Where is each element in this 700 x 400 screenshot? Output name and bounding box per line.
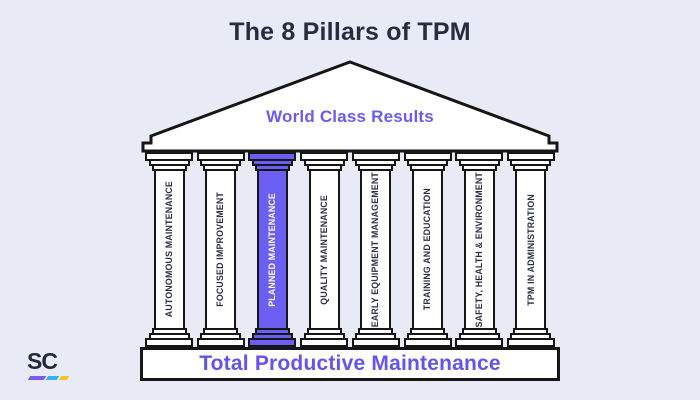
pillar-label: FOCUSED IMPROVEMENT [215,192,226,307]
pillar-shaft: PLANNED MAINTENANCE [256,169,288,330]
pillar-base [403,338,452,347]
logo-stripe-blue [45,376,60,380]
pillar-base [248,338,297,347]
pillar-base [506,338,555,347]
brand-logo-text: SC [27,348,58,374]
pillar-planned-maintenance: PLANNED MAINTENANCE [248,152,297,347]
pillar-focused-improvement: FOCUSED IMPROVEMENT [196,152,245,347]
pillar-base [351,338,400,347]
pillar-early-equipment-management: EARLY EQUIPMENT MANAGEMENT [351,152,400,347]
pillar-label: AUTONOMOUS MAINTENANCE [163,181,174,318]
pillar-base [455,338,504,347]
pillar-base [145,338,193,347]
pillar-safety-health-environment: SAFETY, HEALTH & ENVIRONMENT [455,152,504,347]
pillar-shaft: QUALITY MAINTENANCE [308,169,340,330]
pillar-shaft: TRAINING AND EDUCATION [412,169,444,330]
brand-logo-underline [27,376,74,380]
pillar-label: EARLY EQUIPMENT MANAGEMENT [370,171,381,328]
pillar-base [196,338,245,347]
brand-logo: SC [27,350,73,380]
pillar-shaft: EARLY EQUIPMENT MANAGEMENT [360,169,392,330]
pillar-shaft: AUTONOMOUS MAINTENANCE [153,169,185,330]
pillar-label: SAFETY, HEALTH & ENVIRONMENT [473,171,484,328]
pillars-row: AUTONOMOUS MAINTENANCE FOCUSED IMPROVEME… [145,152,555,347]
page-title: The 8 Pillars of TPM [229,18,471,46]
pillar-label: TRAINING AND EDUCATION [422,188,433,311]
pillar-training-and-education: TRAINING AND EDUCATION [403,152,452,347]
pillar-label: PLANNED MAINTENANCE [267,192,277,307]
pediment-label: World Class Results [266,107,434,126]
pediment-shape [141,60,559,153]
pillar-shaft: SAFETY, HEALTH & ENVIRONMENT [463,169,495,330]
pillar-shaft: FOCUSED IMPROVEMENT [205,169,237,330]
pillar-label: TPM IN ADMINISTRATION [525,193,536,306]
pillar-quality-maintenance: QUALITY MAINTENANCE [300,152,349,347]
foundation-slab: Total Productive Maintenance [140,347,560,381]
logo-stripe-purple [27,376,47,380]
foundation-label: Total Productive Maintenance [199,352,501,375]
pillar-autonomous-maintenance: AUTONOMOUS MAINTENANCE [145,152,193,347]
pillar-label: QUALITY MAINTENANCE [318,194,329,305]
pillar-shaft: TPM IN ADMINISTRATION [515,169,547,330]
pillar-tpm-in-administration: TPM IN ADMINISTRATION [506,152,555,347]
logo-stripe-yellow [58,376,70,380]
pillar-base [300,338,349,347]
